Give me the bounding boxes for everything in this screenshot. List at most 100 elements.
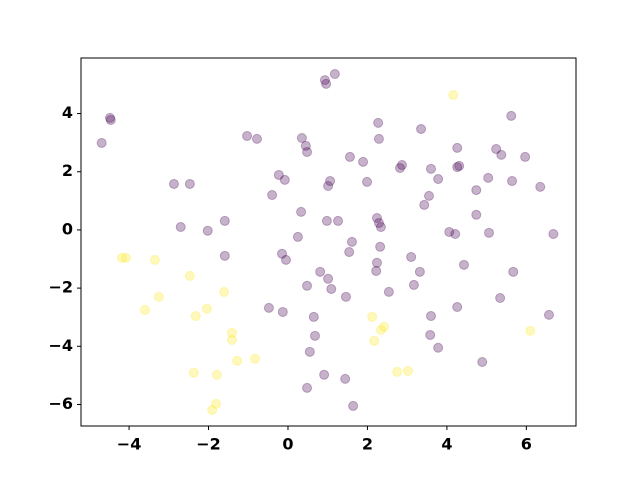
point (444, 226, 455, 237)
point (344, 247, 355, 258)
point (302, 382, 313, 393)
point (379, 321, 390, 332)
point (226, 334, 237, 345)
point (471, 209, 482, 220)
point (525, 325, 536, 336)
point (207, 405, 218, 415)
point (424, 190, 435, 201)
point (373, 117, 384, 128)
point (375, 241, 386, 252)
point (452, 142, 463, 153)
point (483, 172, 494, 183)
point (175, 222, 186, 233)
point (309, 330, 320, 341)
point (296, 206, 307, 217)
point (105, 112, 116, 123)
point (321, 215, 332, 226)
point (300, 140, 311, 151)
point (308, 311, 319, 322)
point (251, 133, 262, 144)
point (201, 303, 212, 314)
point (96, 137, 107, 148)
y-tick-label: 2 (62, 161, 73, 180)
point (367, 311, 378, 322)
point (448, 89, 459, 100)
point (168, 178, 179, 189)
point (319, 369, 330, 380)
point (373, 217, 384, 228)
point (520, 151, 531, 162)
point (402, 366, 413, 377)
x-tick-label: −4 (117, 435, 142, 454)
point (452, 302, 463, 313)
point (433, 174, 444, 185)
point (250, 353, 261, 364)
point (371, 213, 382, 223)
point (495, 293, 506, 303)
point (396, 160, 407, 171)
point (219, 286, 230, 297)
point (267, 190, 278, 201)
point (371, 257, 382, 268)
point (315, 266, 326, 277)
point (219, 215, 230, 226)
x-tick-label: −2 (196, 435, 221, 454)
point (406, 251, 417, 262)
point (419, 199, 430, 210)
point (508, 266, 519, 277)
point (452, 162, 463, 173)
point (211, 398, 222, 409)
point (358, 156, 369, 167)
point (296, 133, 307, 143)
point (535, 181, 546, 192)
point (302, 280, 313, 291)
point (383, 286, 394, 297)
point (232, 355, 243, 366)
point (321, 78, 332, 89)
point (116, 252, 127, 263)
point (496, 149, 507, 160)
point (408, 279, 419, 290)
point (319, 75, 330, 86)
point (425, 163, 436, 174)
point (302, 146, 313, 157)
point (139, 304, 150, 315)
point (333, 215, 344, 226)
point (369, 335, 380, 346)
point (292, 231, 303, 242)
x-tick-label: 6 (521, 435, 532, 454)
y-tick-label: 0 (62, 219, 73, 238)
point (450, 229, 461, 239)
point (323, 181, 334, 191)
point (184, 270, 195, 281)
point (120, 252, 131, 263)
y-tick-label: 4 (62, 103, 73, 122)
point (226, 327, 237, 338)
point (471, 185, 482, 196)
plot-frame (80, 57, 577, 427)
point (105, 114, 116, 125)
point (483, 227, 494, 238)
point (153, 291, 164, 302)
point (277, 248, 288, 259)
point (416, 123, 427, 134)
point (263, 302, 274, 313)
point (458, 259, 469, 270)
point (392, 366, 403, 377)
point (375, 325, 386, 335)
point (190, 311, 201, 322)
point (477, 357, 488, 367)
point (325, 176, 336, 187)
point (326, 283, 337, 294)
point (329, 69, 340, 79)
point (348, 400, 359, 411)
point (242, 130, 253, 141)
point (202, 225, 213, 236)
point (425, 311, 436, 322)
point (188, 367, 199, 378)
point (346, 236, 357, 247)
x-tick-label: 2 (362, 435, 373, 454)
point (506, 110, 517, 121)
